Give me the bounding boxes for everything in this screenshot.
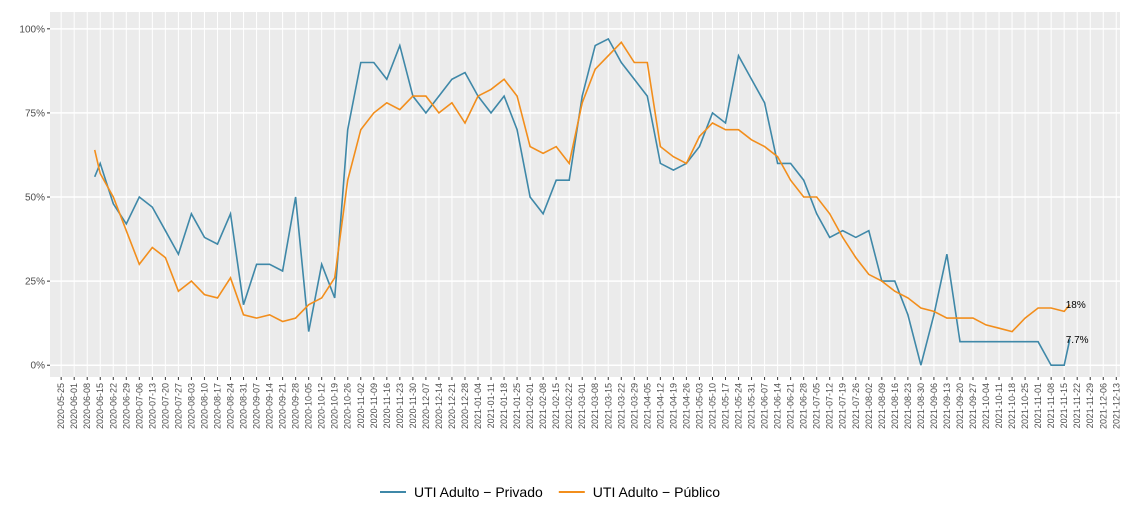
legend: UTI Adulto − Privado UTI Adulto − Público (380, 484, 720, 500)
x-tick-label: 2021-06-07 (760, 383, 770, 429)
x-tick-label: 2021-03-15 (603, 383, 613, 429)
x-tick-label: 2020-09-07 (252, 383, 262, 429)
x-tick-label: 2020-10-12 (317, 383, 327, 429)
x-tick-label: 2021-01-18 (499, 383, 509, 429)
x-tick-label: 2020-09-28 (291, 383, 301, 429)
x-tick-label: 2020-06-29 (121, 383, 131, 429)
x-tick-label: 2020-07-20 (160, 383, 170, 429)
x-tick-label: 2021-04-26 (681, 383, 691, 429)
x-tick-label: 2021-03-29 (629, 383, 639, 429)
x-tick-label: 2021-12-13 (1111, 383, 1121, 429)
x-tick-label: 2020-11-16 (382, 383, 392, 428)
x-tick-label: 2020-08-10 (199, 383, 209, 429)
x-tick-label: 2021-01-25 (512, 383, 522, 429)
x-tick-label: 2021-10-11 (994, 383, 1004, 428)
x-tick-label: 2021-12-06 (1098, 383, 1108, 429)
series-line (93, 41, 1071, 333)
x-tick-label: 2021-09-27 (968, 383, 978, 429)
x-tick-label: 2021-04-12 (655, 383, 665, 429)
x-tick-label: 2021-05-31 (747, 383, 757, 429)
x-tick-label: 2021-11-29 (1085, 383, 1095, 428)
y-tick-label: 75% (25, 108, 45, 119)
x-tick-label: 2020-09-14 (265, 383, 275, 429)
x-tick-label: 2021-08-16 (890, 383, 900, 429)
x-tick-label: 2020-12-14 (434, 383, 444, 429)
x-tick-label: 2021-10-25 (1020, 383, 1030, 429)
x-tick-label: 2021-04-19 (668, 383, 678, 429)
x-tick-label: 2021-07-12 (825, 383, 835, 429)
x-tick-label: 2020-06-15 (95, 383, 105, 429)
x-tick-label: 2020-11-23 (395, 383, 405, 428)
x-tick-label: 2021-05-10 (707, 383, 717, 429)
x-tick-label: 2020-06-08 (82, 383, 92, 429)
x-tick-label: 2020-08-17 (212, 383, 222, 429)
x-tick-label: 2020-07-27 (173, 383, 183, 429)
x-tick-label: 2021-09-06 (929, 383, 939, 429)
y-tick-label: 50% (25, 193, 45, 204)
x-tick-label: 2021-11-08 (1046, 383, 1056, 428)
series-line (93, 37, 1071, 367)
annotation: 7.7% (1066, 335, 1089, 346)
x-tick-label: 2021-06-28 (799, 383, 809, 429)
x-tick-label: 2020-11-30 (408, 383, 418, 428)
x-tick-label: 2021-02-01 (525, 383, 535, 429)
x-tick-label: 2020-11-02 (356, 383, 366, 428)
x-tick-label: 2021-11-01 (1033, 383, 1043, 428)
x-tick-label: 2021-08-02 (864, 383, 874, 429)
legend-label: UTI Adulto − Privado (414, 484, 543, 500)
annotation: 18% (1066, 300, 1086, 311)
x-tick-label: 2020-10-05 (304, 383, 314, 429)
x-tick-label: 2020-10-26 (343, 383, 353, 429)
x-tick-label: 2021-08-30 (916, 383, 926, 429)
x-tick-label: 2021-05-24 (734, 383, 744, 429)
x-tick-label: 2021-02-15 (551, 383, 561, 429)
x-tick-label: 2021-09-13 (942, 383, 952, 429)
x-tick-label: 2021-01-11 (486, 383, 496, 428)
x-tick-label: 2020-08-03 (186, 383, 196, 429)
x-tick-label: 2020-11-09 (369, 383, 379, 428)
x-tick-label: 2021-07-19 (838, 383, 848, 429)
x-tick-label: 2020-07-13 (147, 383, 157, 429)
legend-label: UTI Adulto − Público (593, 484, 720, 500)
x-tick-label: 2021-06-14 (773, 383, 783, 429)
x-tick-label: 2021-11-22 (1072, 383, 1082, 428)
x-tick-label: 2021-07-05 (812, 383, 822, 429)
x-tick-label: 2021-05-03 (694, 383, 704, 429)
x-tick-label: 2020-12-28 (460, 383, 470, 429)
x-tick-label: 2021-10-04 (981, 383, 991, 429)
y-tick-label: 25% (25, 277, 45, 288)
x-tick-label: 2020-09-21 (278, 383, 288, 429)
x-tick-label: 2021-04-05 (642, 383, 652, 429)
x-tick-label: 2020-06-22 (108, 383, 118, 429)
x-tick-label: 2021-01-04 (473, 383, 483, 429)
x-tick-label: 2021-09-20 (955, 383, 965, 429)
x-tick-label: 2020-08-24 (226, 383, 236, 429)
x-tick-label: 2021-07-26 (851, 383, 861, 429)
x-tick-label: 2021-03-22 (616, 383, 626, 429)
x-tick-label: 2021-03-01 (577, 383, 587, 429)
x-tick-label: 2021-02-08 (538, 383, 548, 429)
x-tick-label: 2021-06-21 (786, 383, 796, 429)
x-tick-label: 2020-12-21 (447, 383, 457, 429)
y-tick-label: 100% (19, 24, 45, 35)
x-tick-label: 2021-08-23 (903, 383, 913, 429)
x-tick-label: 2021-10-18 (1007, 383, 1017, 429)
x-tick-label: 2020-07-06 (134, 383, 144, 429)
x-tick-label: 2021-03-08 (590, 383, 600, 429)
x-tick-label: 2020-10-19 (330, 383, 340, 429)
x-tick-label: 2020-12-07 (421, 383, 431, 429)
x-tick-label: 2021-08-09 (877, 383, 887, 429)
x-tick-label: 2020-08-31 (239, 383, 249, 429)
x-tick-label: 2021-05-17 (720, 383, 730, 429)
x-tick-label: 2020-06-01 (69, 383, 79, 429)
x-tick-label: 2020-05-25 (56, 383, 66, 429)
y-tick-label: 0% (31, 361, 46, 372)
x-tick-label: 2021-11-15 (1059, 383, 1069, 428)
x-tick-label: 2021-02-22 (564, 383, 574, 429)
